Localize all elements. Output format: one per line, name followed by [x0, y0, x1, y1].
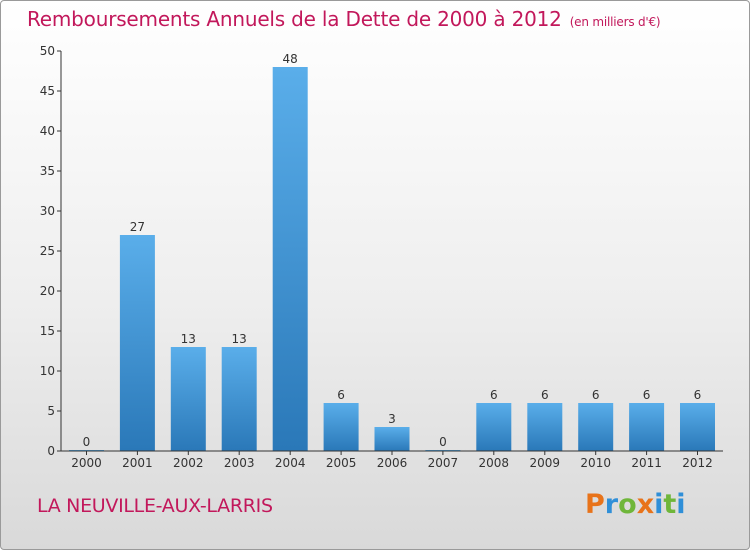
- y-tick-label: 20: [40, 284, 55, 298]
- x-tick-label: 2006: [377, 456, 408, 470]
- logo-letter: i: [676, 489, 686, 520]
- bar: [680, 403, 715, 451]
- bar: [578, 403, 614, 451]
- x-tick-label: 2001: [122, 456, 153, 470]
- x-tick-label: 2004: [275, 456, 306, 470]
- x-tick-label: 2005: [326, 456, 357, 470]
- logo-letter: i: [654, 489, 664, 520]
- bar: [323, 403, 359, 451]
- axes-layer: 2000 2001 2002 2003 2004 2005 2006 2007 2008 2009…: [40, 44, 723, 470]
- y-tick-label: 50: [40, 44, 55, 58]
- x-tick-label: 2007: [428, 456, 459, 470]
- data-label: 6: [592, 388, 600, 402]
- y-tick-label: 45: [40, 84, 55, 98]
- data-label: 13: [181, 332, 196, 346]
- y-tick-label: 10: [40, 364, 55, 378]
- x-tick-label: 2011: [631, 456, 662, 470]
- data-label: 27: [130, 220, 145, 234]
- data-label: 6: [490, 388, 498, 402]
- logo-letter: t: [663, 489, 677, 520]
- bar: [476, 403, 512, 451]
- x-tick-label: 2002: [173, 456, 204, 470]
- data-label: 6: [694, 388, 702, 402]
- x-tick-label: 2010: [580, 456, 611, 470]
- bar: [221, 347, 257, 451]
- x-tick-label: 2008: [479, 456, 510, 470]
- data-label: 13: [232, 332, 247, 346]
- bar: [629, 403, 665, 451]
- proxiti-logo: Proxiti: [585, 489, 686, 520]
- y-tick-label: 0: [47, 444, 55, 458]
- x-tick-label: 2012: [682, 456, 713, 470]
- logo-letter: o: [618, 489, 637, 520]
- x-tick-label: 2009: [530, 456, 561, 470]
- data-label: 6: [643, 388, 651, 402]
- bar: [119, 235, 155, 451]
- y-tick-label: 40: [40, 124, 55, 138]
- x-tick-label: 2003: [224, 456, 255, 470]
- bar: [170, 347, 206, 451]
- data-label: 48: [283, 52, 298, 66]
- logo-letter: r: [604, 489, 619, 520]
- town-name: LA NEUVILLE-AUX-LARRIS: [37, 495, 273, 517]
- bar: [527, 403, 563, 451]
- data-label: 3: [388, 412, 396, 426]
- bar: [374, 427, 410, 451]
- y-tick-label: 25: [40, 244, 55, 258]
- data-label: 6: [337, 388, 345, 402]
- data-label: 0: [439, 435, 447, 449]
- chart-title: Remboursements Annuels de la Dette de 20…: [27, 7, 661, 31]
- chart-title-text: Remboursements Annuels de la Dette de 20…: [27, 7, 562, 31]
- bars-layer: 0 27 13 13 48 6 3 0 6 6 6 6 6: [69, 52, 715, 451]
- x-tick-label: 2000: [71, 456, 102, 470]
- bar: [272, 67, 308, 451]
- y-tick-label: 5: [47, 404, 55, 418]
- chart-unit: (en milliers d'€): [569, 15, 661, 29]
- data-label: 6: [541, 388, 549, 402]
- y-tick-label: 15: [40, 324, 55, 338]
- y-tick-label: 35: [40, 164, 55, 178]
- logo-letter: x: [636, 489, 655, 520]
- y-tick-label: 30: [40, 204, 55, 218]
- logo-letter: P: [585, 489, 605, 520]
- data-label: 0: [83, 435, 91, 449]
